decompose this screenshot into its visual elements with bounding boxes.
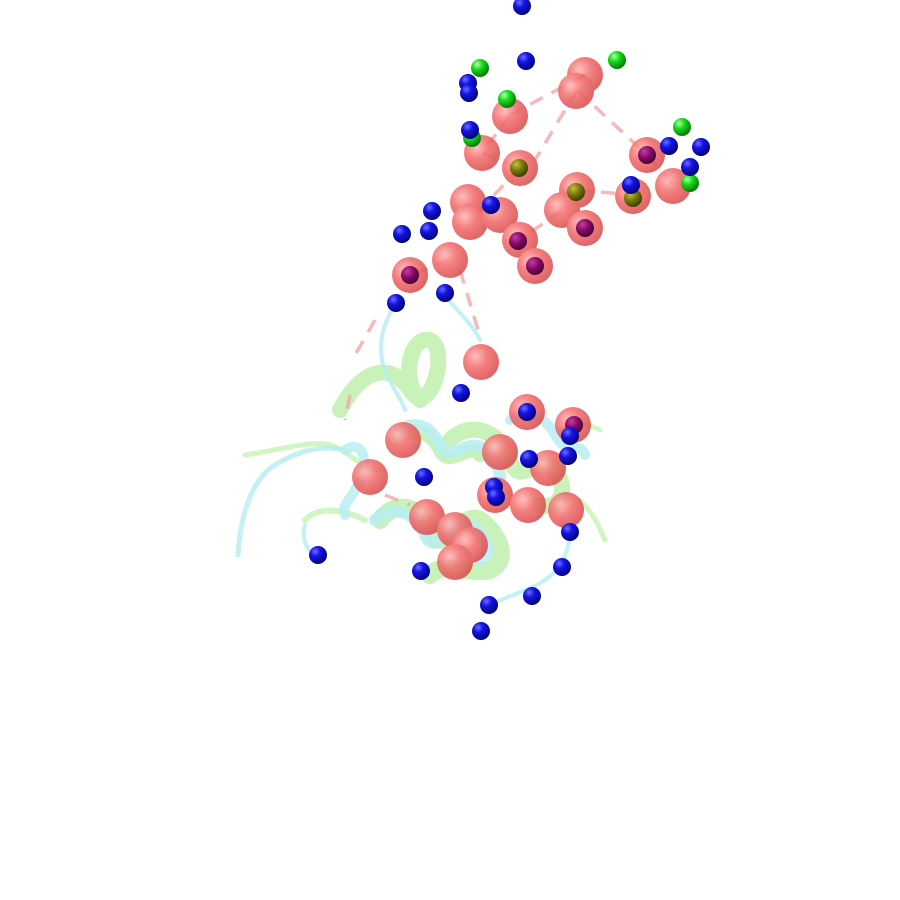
green-sphere xyxy=(608,51,626,69)
blue-sphere xyxy=(452,384,470,402)
blue-sphere xyxy=(487,488,505,506)
large-sphere xyxy=(352,459,388,495)
green-sphere xyxy=(681,174,699,192)
large-sphere xyxy=(385,422,421,458)
purple-sphere xyxy=(509,232,527,250)
blue-sphere xyxy=(461,121,479,139)
blue-sphere xyxy=(436,284,454,302)
blue-sphere xyxy=(520,450,538,468)
blue-sphere xyxy=(393,225,411,243)
large-sphere xyxy=(510,487,546,523)
blue-sphere xyxy=(412,562,430,580)
large-sphere xyxy=(463,344,499,380)
large-sphere xyxy=(482,434,518,470)
blue-sphere xyxy=(309,546,327,564)
blue-sphere xyxy=(387,294,405,312)
cyan-helix-bundle xyxy=(235,293,590,607)
blue-sphere xyxy=(559,447,577,465)
green-spheres xyxy=(463,51,699,192)
large-sphere xyxy=(452,204,488,240)
green-sphere xyxy=(673,118,691,136)
olive-spheres xyxy=(510,159,642,207)
blue-sphere xyxy=(420,222,438,240)
large-sphere xyxy=(558,73,594,109)
blue-sphere xyxy=(517,52,535,70)
large-sphere xyxy=(432,242,468,278)
large-sphere xyxy=(530,450,566,486)
green-sphere xyxy=(498,90,516,108)
large-sphere xyxy=(409,499,445,535)
large-sphere xyxy=(655,168,691,204)
purple-sphere xyxy=(401,266,419,284)
blue-sphere xyxy=(482,196,500,214)
blue-sphere xyxy=(660,137,678,155)
blue-sphere xyxy=(423,202,441,220)
blue-sphere xyxy=(681,158,699,176)
blue-sphere xyxy=(561,427,579,445)
olive-sphere xyxy=(567,183,585,201)
purple-sphere xyxy=(638,146,656,164)
blue-sphere xyxy=(472,622,490,640)
large-sphere xyxy=(548,492,584,528)
purple-sphere xyxy=(526,257,544,275)
blue-sphere xyxy=(692,138,710,156)
blue-sphere xyxy=(553,558,571,576)
blue-sphere xyxy=(460,84,478,102)
olive-sphere xyxy=(510,159,528,177)
blue-spheres xyxy=(309,0,710,640)
blue-sphere xyxy=(480,596,498,614)
blue-sphere xyxy=(523,587,541,605)
blue-sphere xyxy=(561,523,579,541)
large-sphere xyxy=(437,544,473,580)
cartoon-ribbons xyxy=(235,293,608,607)
green-sphere xyxy=(471,59,489,77)
blue-sphere xyxy=(513,0,531,15)
blue-sphere xyxy=(518,403,536,421)
large-sphere xyxy=(492,98,528,134)
blue-sphere xyxy=(415,468,433,486)
blue-sphere xyxy=(622,176,640,194)
purple-sphere xyxy=(576,219,594,237)
